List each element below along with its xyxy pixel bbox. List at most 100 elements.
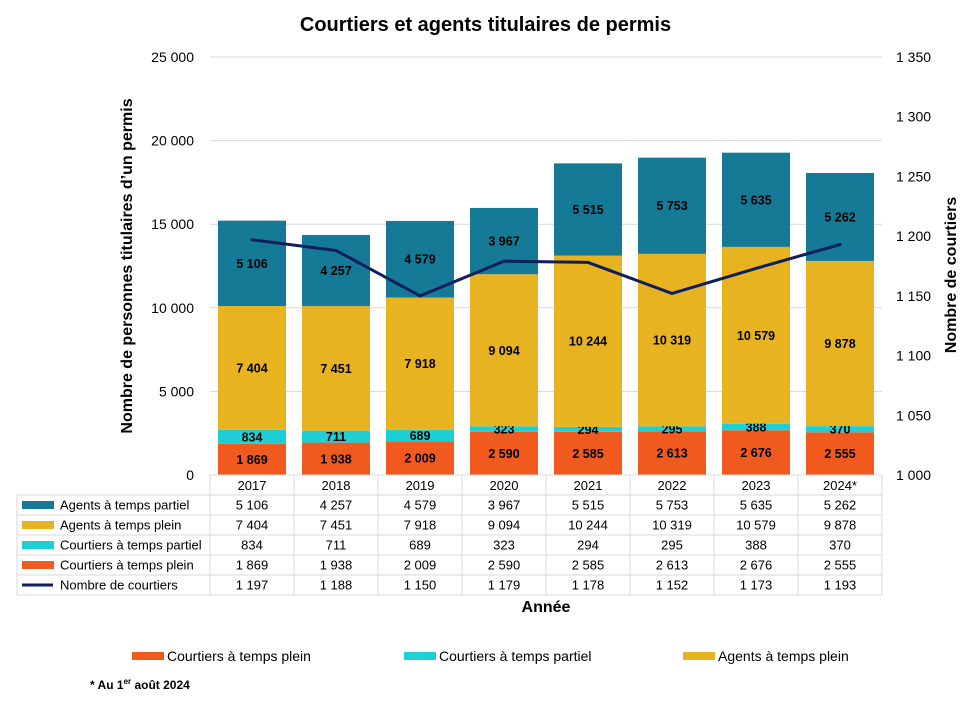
y2-tick-label: 1 100 — [896, 348, 931, 364]
bar-segment — [722, 430, 790, 475]
footnote-prefix: * Au 1 — [90, 678, 124, 692]
bar-data-label: 711 — [326, 430, 346, 444]
table-cell: 1 869 — [236, 558, 269, 573]
bar-data-label: 5 262 — [824, 210, 855, 224]
table-cell: 5 106 — [236, 498, 269, 513]
bar-data-label: 2 585 — [572, 447, 603, 461]
bar-data-label: 1 869 — [236, 453, 267, 467]
bar-data-label: 2 009 — [404, 452, 435, 466]
table-row-label: Nombre de courtiers — [60, 578, 178, 593]
bar-segment — [806, 432, 874, 475]
y2-tick-label: 1 300 — [896, 109, 931, 125]
bar-data-label: 9 878 — [824, 337, 855, 351]
table-cell: 10 244 — [568, 518, 608, 533]
table-cell: 388 — [745, 538, 767, 553]
bar-segment — [470, 431, 538, 475]
bar-segment — [554, 163, 622, 256]
bar-segment — [470, 207, 538, 275]
table-cell: 7 451 — [320, 518, 353, 533]
legend-key-swatch — [22, 541, 54, 549]
legend-swatch — [683, 652, 715, 660]
bar-segment — [806, 260, 874, 427]
bar-data-label: 2 676 — [740, 446, 771, 460]
table-cell: 10 319 — [652, 518, 692, 533]
x-tick-label: 2021 — [574, 478, 603, 493]
line-point — [418, 294, 422, 298]
table-cell: 1 938 — [320, 558, 353, 573]
legend-swatch — [132, 652, 164, 660]
bar-data-label: 5 753 — [656, 199, 687, 213]
bar-data-label: 4 257 — [320, 264, 351, 278]
bar-segment — [470, 426, 538, 432]
table-cell: 9 878 — [824, 518, 857, 533]
table-cell: 5 635 — [740, 498, 773, 513]
bar-segment — [218, 306, 286, 430]
table-cell: 1 173 — [740, 578, 773, 593]
x-tick-label: 2018 — [322, 478, 351, 493]
bar-segment — [302, 306, 370, 431]
x-tick-label: 2017 — [238, 478, 267, 493]
y-tick-label: 25 000 — [151, 49, 194, 65]
bar-segment — [554, 255, 622, 427]
bar-data-label: 1 938 — [320, 452, 351, 466]
bar-segment — [302, 430, 370, 443]
courtiers-line — [251, 238, 841, 298]
bar-segment — [302, 442, 370, 475]
table-cell: 295 — [661, 538, 683, 553]
chart-title: Courtiers et agents titulaires de permis — [300, 14, 671, 36]
bar-segment — [638, 157, 706, 254]
y2-tick-label: 1 200 — [896, 228, 931, 244]
table-cell: 370 — [829, 538, 851, 553]
table-cell: 4 579 — [404, 498, 437, 513]
bar-data-label: 834 — [242, 430, 263, 444]
footnote-suffix: août 2024 — [131, 678, 190, 692]
bar-data-label: 5 515 — [572, 203, 603, 217]
table-cell: 1 188 — [320, 578, 353, 593]
footnote-superscript: er — [124, 677, 132, 686]
bar-segment — [218, 429, 286, 444]
legend-label: Agents à temps plein — [718, 648, 849, 664]
table-cell: 5 753 — [656, 498, 689, 513]
table-cell: 1 150 — [404, 578, 437, 593]
table-cell: 7 918 — [404, 518, 437, 533]
legend-label: Courtiers à temps plein — [167, 648, 311, 664]
table-cell: 294 — [577, 538, 599, 553]
y-tick-label: 5 000 — [159, 383, 194, 399]
table-cell: 1 152 — [656, 578, 689, 593]
bar-segment — [218, 220, 286, 307]
table-cell: 5 515 — [572, 498, 605, 513]
table-cell: 10 579 — [736, 518, 776, 533]
bar-segment — [386, 297, 454, 430]
line-point — [250, 238, 254, 242]
table-cell: 2 676 — [740, 558, 773, 573]
legend-key-swatch — [22, 561, 54, 569]
table-cell: 4 257 — [320, 498, 353, 513]
bar-segment — [722, 152, 790, 247]
line-point — [334, 248, 338, 252]
bar-segment — [806, 172, 874, 261]
bar-segment — [386, 441, 454, 475]
y2-tick-label: 1 050 — [896, 407, 931, 423]
line-point — [586, 260, 590, 264]
table-cell: 2 555 — [824, 558, 857, 573]
table-row-label: Courtiers à temps plein — [60, 558, 194, 573]
table-cell: 1 178 — [572, 578, 605, 593]
bar-data-label: 7 918 — [404, 357, 435, 371]
table-cell: 1 193 — [824, 578, 857, 593]
bar-data-label: 4 579 — [404, 253, 435, 267]
bar-data-label: 2 613 — [656, 447, 687, 461]
bar-segment — [638, 253, 706, 427]
bar-segment — [386, 429, 454, 442]
line-point — [754, 266, 758, 270]
bar-data-label: 2 590 — [488, 447, 519, 461]
table-row-label: Agents à temps plein — [60, 518, 181, 533]
y-axis-title: Nombre de personnes titulaires d’un perm… — [119, 98, 136, 433]
line-point — [838, 243, 842, 247]
legend-key-swatch — [22, 501, 54, 509]
bar-segment — [470, 274, 538, 427]
bar-segment — [638, 426, 706, 432]
legend-key-swatch — [22, 521, 54, 529]
bar-data-label: 388 — [746, 421, 767, 435]
table-cell: 689 — [409, 538, 431, 553]
